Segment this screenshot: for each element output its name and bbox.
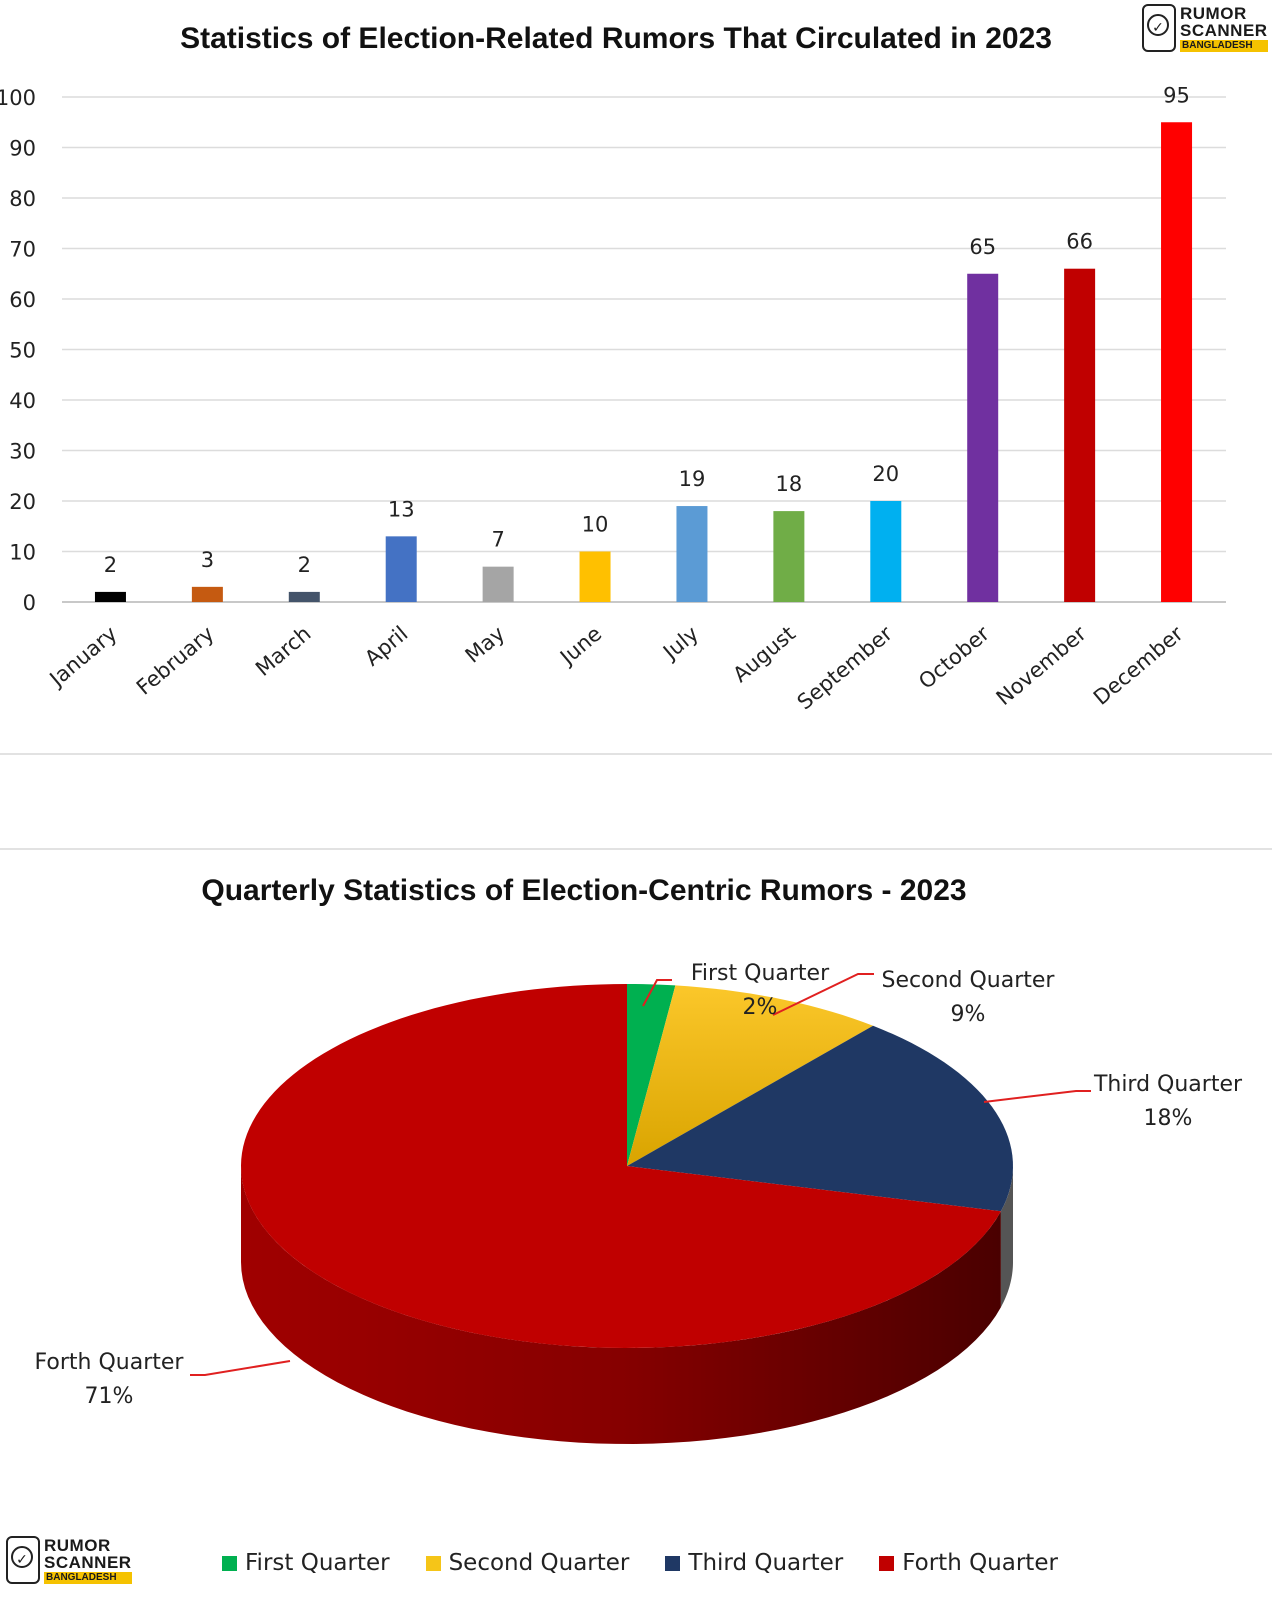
- phone-check-icon: [6, 1536, 40, 1584]
- bar-november: [1064, 268, 1096, 602]
- legend-item-second: Second Quarter: [425, 1550, 630, 1576]
- legend-label: First Quarter: [245, 1550, 390, 1576]
- bar-october: [967, 273, 999, 602]
- monthly-bar-chart: Statistics of Election-Related Rumors Th…: [0, 22, 1226, 714]
- bar-value-label: 18: [776, 472, 803, 496]
- bar-chart-title: Statistics of Election-Related Rumors Th…: [180, 22, 1052, 55]
- pie-label-percent: 71%: [85, 1384, 134, 1409]
- y-tick-label: 100: [0, 86, 36, 110]
- bar-value-label: 7: [491, 528, 504, 552]
- legend-swatch: [879, 1555, 895, 1571]
- logo-line3: BANGLADESH: [1180, 39, 1268, 52]
- legend-swatch: [665, 1555, 681, 1571]
- y-tick-label: 10: [9, 541, 36, 565]
- phone-check-icon: [1142, 4, 1176, 52]
- bar-may: [482, 566, 514, 602]
- bar-value-label: 66: [1066, 230, 1093, 254]
- bar-value-label: 65: [969, 235, 996, 259]
- pie-slice-first-quarter: [627, 984, 676, 1166]
- pie-slice-forth-quarter: [241, 984, 1001, 1348]
- legend-label: Forth Quarter: [902, 1550, 1058, 1576]
- logo-line3: BANGLADESH: [44, 1571, 132, 1584]
- logo-line2: SCANNER: [44, 1552, 132, 1572]
- legend-item-forth: Forth Quarter: [879, 1550, 1058, 1576]
- logo-line1: RUMOR: [1180, 3, 1247, 23]
- pie-side-third-quarter: [1000, 1166, 1013, 1308]
- pie-leader-line: [642, 979, 672, 1007]
- logo-bottom-left: RUMOR SCANNER BANGLADESH: [6, 1536, 132, 1584]
- bar-january: [94, 591, 126, 602]
- section-divider: [0, 848, 1272, 850]
- bar-value-label: 3: [201, 548, 214, 572]
- bar-february: [191, 586, 223, 602]
- y-tick-label: 60: [9, 288, 36, 312]
- legend-swatch: [222, 1555, 237, 1571]
- pie-label-percent: 9%: [951, 1002, 986, 1027]
- pie-leader-line: [190, 1360, 291, 1376]
- bar-value-label: 2: [298, 553, 311, 577]
- pie-legend: First Quarter Second Quarter Third Quart…: [222, 1550, 1058, 1576]
- bar-value-label: 95: [1163, 83, 1190, 107]
- legend-label: Second Quarter: [448, 1550, 630, 1576]
- pie-chart-title: Quarterly Statistics of Election-Centric…: [201, 874, 966, 907]
- legend-label: Third Quarter: [688, 1550, 844, 1576]
- y-tick-label: 30: [9, 440, 36, 464]
- y-tick-label: 70: [9, 238, 36, 262]
- y-tick-label: 50: [9, 339, 36, 363]
- bar-value-label: 10: [582, 513, 609, 537]
- bar-april: [385, 536, 417, 602]
- bar-value-label: 2: [104, 553, 117, 577]
- logo-top-right: RUMOR SCANNER BANGLADESH: [1142, 4, 1268, 52]
- logo-line2: SCANNER: [1180, 20, 1268, 40]
- legend-swatch: [425, 1555, 441, 1571]
- logo-line1: RUMOR: [44, 1535, 111, 1555]
- bar-december: [1161, 122, 1193, 602]
- legend-item-first: First Quarter: [222, 1550, 390, 1576]
- y-tick-label: 90: [9, 137, 36, 161]
- bar-july: [676, 506, 708, 602]
- pie-slice-second-quarter: [627, 985, 874, 1166]
- bar-value-label: 20: [872, 462, 899, 486]
- pie-label-percent: 18%: [1144, 1106, 1193, 1131]
- bar-march: [288, 591, 320, 602]
- bar-june: [579, 551, 611, 602]
- y-tick-label: 0: [23, 591, 36, 615]
- pie-label-percent: 2%: [743, 995, 778, 1020]
- pie-side-forth-quarter: [241, 1166, 1001, 1444]
- bar-august: [773, 511, 805, 602]
- y-tick-label: 80: [9, 187, 36, 211]
- pie-label-name: Forth Quarter: [35, 1350, 185, 1375]
- pie-label-name: Second Quarter: [882, 968, 1056, 993]
- y-tick-label: 40: [9, 389, 36, 413]
- pie-slice-third-quarter: [627, 1025, 1013, 1212]
- pie-leader-line: [772, 973, 874, 1016]
- bar-value-label: 19: [679, 467, 706, 491]
- y-tick-label: 20: [9, 490, 36, 514]
- section-divider: [0, 753, 1272, 755]
- pie-leader-line: [983, 1090, 1091, 1103]
- legend-item-third: Third Quarter: [665, 1550, 843, 1576]
- pie-label-name: First Quarter: [691, 961, 830, 986]
- bar-september: [870, 501, 902, 602]
- pie-label-name: Third Quarter: [1093, 1072, 1243, 1097]
- bar-value-label: 13: [388, 497, 415, 521]
